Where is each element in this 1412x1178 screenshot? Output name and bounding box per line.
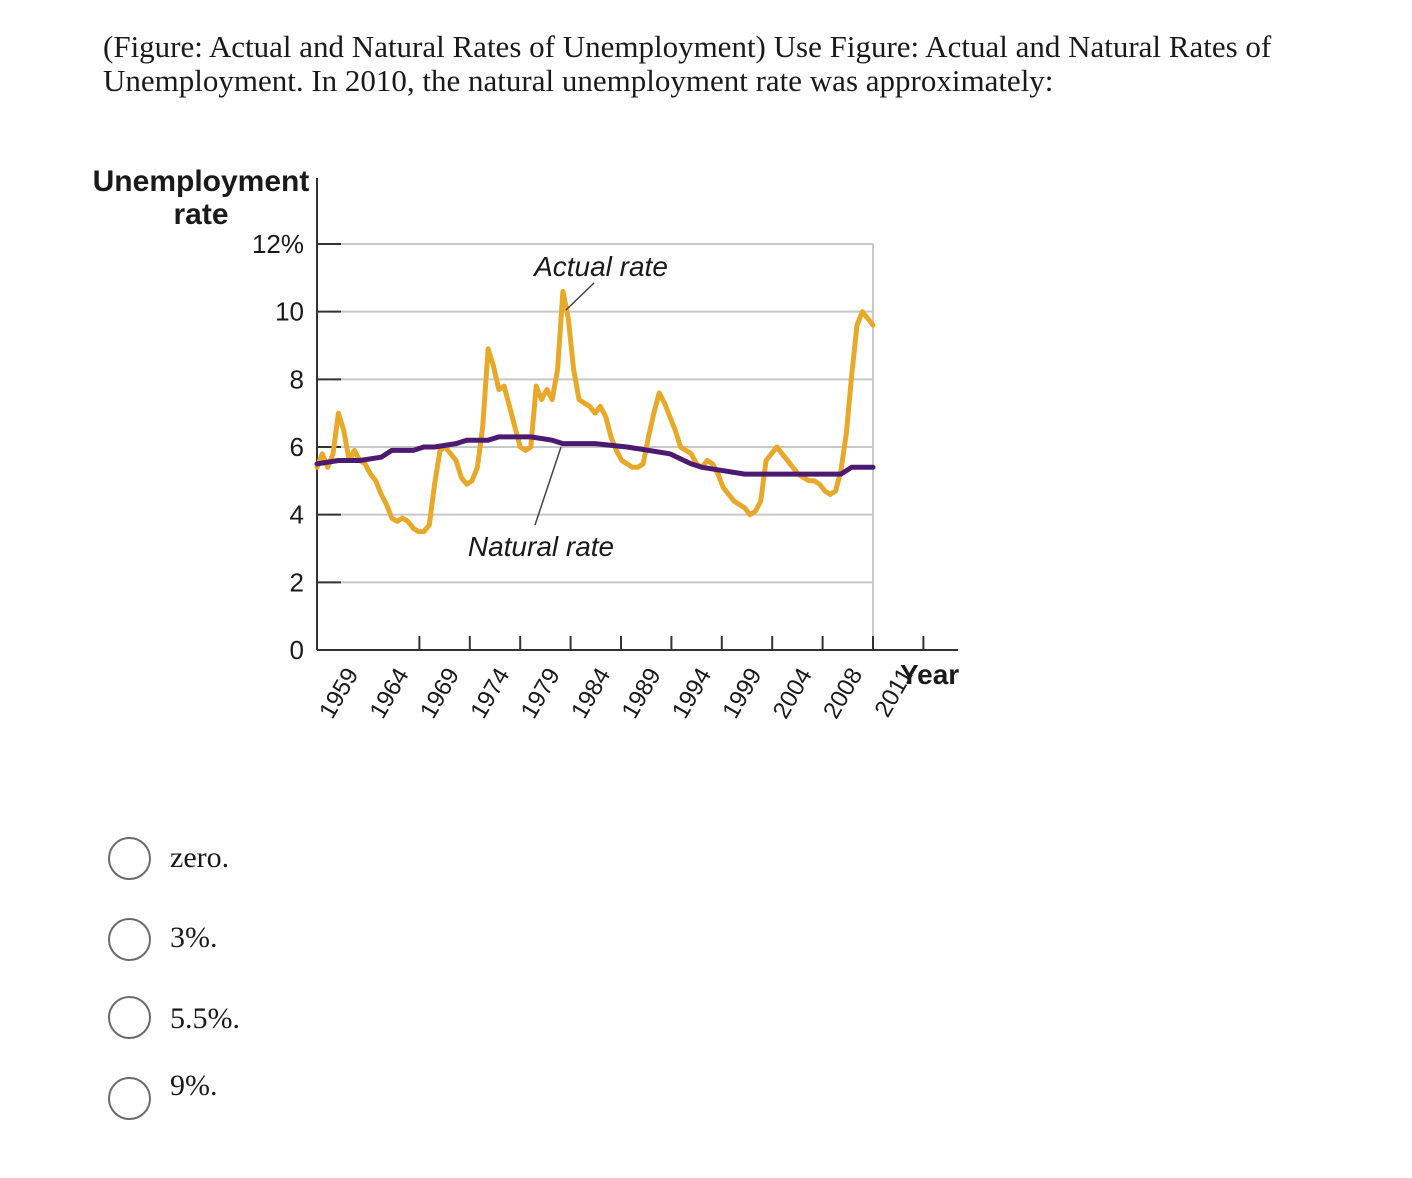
option-label-3-percent: 3%. xyxy=(170,921,218,954)
y-tick-label: 8 xyxy=(290,364,304,394)
actual-rate-annotation: Actual rate xyxy=(532,251,668,282)
y-axis-title-line-2: rate xyxy=(173,198,228,231)
x-tick-label: 2008 xyxy=(818,664,868,724)
x-tick-label: 2004 xyxy=(768,664,818,724)
x-tick-label: 1989 xyxy=(617,664,667,724)
natural-rate-pointer xyxy=(534,446,562,526)
question-text: (Figure: Actual and Natural Rates of Une… xyxy=(103,29,1272,98)
actual-rate-line xyxy=(314,288,876,535)
x-axis-title: Year xyxy=(900,659,959,690)
y-tick-label: 6 xyxy=(290,432,304,462)
y-tick-label: 0 xyxy=(290,635,304,665)
option-label-9-percent: 9%. xyxy=(170,1069,218,1102)
x-tick-labels: 1959 1964 1969 1974 1979 1984 1989 1994 1999 2004… xyxy=(314,664,918,724)
y-tick-label: 12% xyxy=(252,229,304,259)
x-tick-label: 1959 xyxy=(314,664,364,724)
series xyxy=(314,288,876,535)
y-tick-label: 2 xyxy=(290,567,304,597)
x-tick-label: 1969 xyxy=(415,664,465,724)
natural-rate-annotation: Natural rate xyxy=(468,531,614,562)
option-label-zero: zero. xyxy=(170,841,230,874)
option-label-5-5-percent: 5.5%. xyxy=(170,1002,240,1035)
x-tick-label: 1974 xyxy=(465,664,515,724)
radio-button-zero[interactable] xyxy=(108,837,151,880)
x-tick-label: 1964 xyxy=(365,664,415,724)
radio-button-3-percent[interactable] xyxy=(108,918,151,961)
x-tick-label: 1999 xyxy=(717,664,767,724)
y-tick-labels: 0 2 4 6 8 10 12% xyxy=(252,229,304,665)
x-tick-label: 1994 xyxy=(667,664,717,724)
y-tick-label: 10 xyxy=(275,297,304,327)
radio-button-5-5-percent[interactable] xyxy=(108,996,151,1039)
radio-button-9-percent[interactable] xyxy=(108,1077,151,1120)
axes xyxy=(316,178,958,651)
x-tick-label: 1979 xyxy=(516,664,566,724)
grid xyxy=(317,243,925,650)
y-tick-label: 4 xyxy=(290,500,304,530)
x-tick-label: 1984 xyxy=(566,664,616,724)
natural-rate-line xyxy=(314,434,876,477)
y-axis-title-line-1: Unemployment xyxy=(93,165,310,198)
actual-rate-pointer xyxy=(565,282,595,311)
